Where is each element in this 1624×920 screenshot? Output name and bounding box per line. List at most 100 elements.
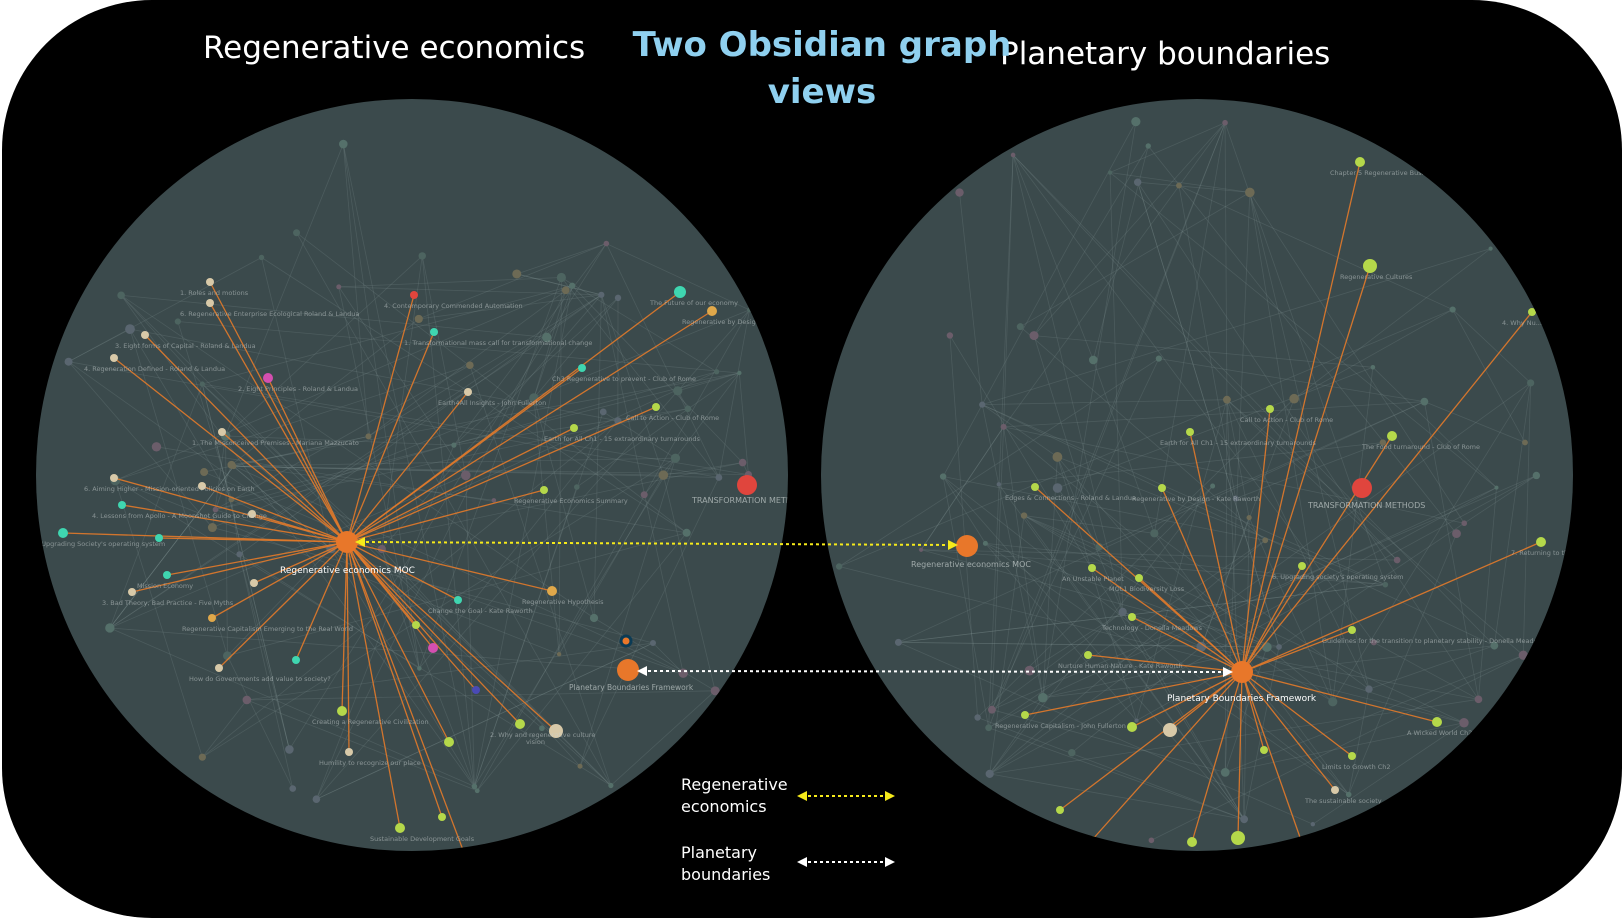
graph-node[interactable] <box>212 506 219 513</box>
graph-node[interactable] <box>939 473 947 480</box>
graph-node[interactable] <box>955 188 964 197</box>
linked-node[interactable] <box>128 588 136 596</box>
linked-node[interactable] <box>412 621 420 629</box>
graph-node[interactable] <box>1459 718 1469 728</box>
graph-node[interactable] <box>1068 749 1076 757</box>
linked-node[interactable] <box>163 571 171 579</box>
linked-node[interactable] <box>1158 484 1166 492</box>
graph-node[interactable] <box>1379 439 1387 446</box>
graph-node[interactable] <box>738 458 747 467</box>
graph-node[interactable] <box>1276 644 1282 650</box>
graph-node[interactable] <box>640 491 648 499</box>
linked-node[interactable] <box>1387 431 1397 441</box>
graph-node[interactable] <box>985 724 993 732</box>
linked-node[interactable] <box>198 482 206 490</box>
linked-node[interactable] <box>472 686 480 694</box>
graph-node[interactable] <box>1522 439 1528 446</box>
graph-node[interactable] <box>577 763 583 769</box>
linked-node[interactable] <box>547 586 557 596</box>
linked-node[interactable] <box>1266 405 1274 413</box>
graph-node[interactable] <box>684 405 692 413</box>
graph-node[interactable] <box>539 725 545 732</box>
graph-node[interactable] <box>289 785 297 792</box>
graph-node[interactable] <box>1029 331 1039 341</box>
left-planetary-node[interactable] <box>617 659 639 681</box>
graph-node[interactable] <box>1246 514 1252 521</box>
left-small-orange-node[interactable] <box>619 634 633 648</box>
graph-node[interactable] <box>556 652 562 657</box>
linked-node[interactable] <box>1088 564 1096 572</box>
graph-node[interactable] <box>1196 641 1207 652</box>
graph-node[interactable] <box>471 783 478 790</box>
graph-node[interactable] <box>1176 182 1182 189</box>
linked-node[interactable] <box>1084 651 1092 659</box>
linked-node[interactable] <box>1355 157 1365 167</box>
linked-node[interactable] <box>1231 831 1245 845</box>
graph-node[interactable] <box>1310 821 1316 827</box>
graph-node[interactable] <box>1328 697 1338 707</box>
graph-node[interactable] <box>207 523 217 533</box>
linked-node[interactable] <box>208 614 216 622</box>
graph-node[interactable] <box>1490 641 1499 650</box>
graph-node[interactable] <box>1010 152 1016 158</box>
graph-node[interactable] <box>589 613 599 623</box>
linked-node[interactable] <box>58 528 68 538</box>
graph-node[interactable] <box>1000 423 1007 430</box>
linked-node[interactable] <box>410 291 418 299</box>
graph-node[interactable] <box>1420 397 1429 406</box>
linked-node[interactable] <box>461 853 471 863</box>
graph-node[interactable] <box>1145 143 1151 149</box>
linked-node[interactable] <box>1298 839 1306 847</box>
graph-node[interactable] <box>1494 485 1499 490</box>
graph-node[interactable] <box>285 745 294 754</box>
graph-node[interactable] <box>894 638 902 646</box>
graph-node[interactable] <box>1232 495 1239 502</box>
graph-node[interactable] <box>715 474 723 481</box>
graph-node[interactable] <box>1020 512 1028 519</box>
left-hub-node[interactable] <box>336 531 358 553</box>
linked-node[interactable] <box>674 286 686 298</box>
graph-node[interactable] <box>542 332 552 343</box>
graph-node[interactable] <box>258 254 265 261</box>
graph-node[interactable] <box>1088 355 1098 365</box>
graph-node[interactable] <box>199 381 205 387</box>
linked-node[interactable] <box>540 486 548 494</box>
graph-node[interactable] <box>1245 187 1255 198</box>
linked-node[interactable] <box>248 510 256 518</box>
linked-node[interactable] <box>1031 483 1039 491</box>
graph-node[interactable] <box>1220 767 1230 777</box>
graph-node[interactable] <box>200 468 209 477</box>
graph-node[interactable] <box>1038 692 1048 703</box>
linked-node[interactable] <box>515 719 525 729</box>
graph-node[interactable] <box>365 433 372 440</box>
graph-node[interactable] <box>312 795 321 803</box>
graph-node[interactable] <box>1370 365 1376 370</box>
graph-node[interactable] <box>678 668 688 678</box>
graph-node[interactable] <box>64 357 73 366</box>
graph-node[interactable] <box>835 563 843 570</box>
graph-node[interactable] <box>1131 117 1141 127</box>
graph-node[interactable] <box>174 318 181 325</box>
graph-node[interactable] <box>603 240 610 247</box>
linked-node[interactable] <box>1186 428 1194 436</box>
graph-node[interactable] <box>1393 556 1401 564</box>
graph-node[interactable] <box>1222 119 1228 126</box>
graph-node[interactable] <box>974 714 981 721</box>
linked-node[interactable] <box>395 823 405 833</box>
graph-node[interactable] <box>985 769 994 778</box>
graph-node[interactable] <box>658 470 669 480</box>
linked-node[interactable] <box>1135 574 1143 582</box>
graph-node[interactable] <box>979 401 986 408</box>
graph-node[interactable] <box>614 294 622 302</box>
linked-node[interactable] <box>1363 259 1377 273</box>
linked-node[interactable] <box>141 331 149 339</box>
graph-node[interactable] <box>1052 483 1063 493</box>
graph-node[interactable] <box>1518 650 1528 660</box>
graph-node[interactable] <box>1155 355 1162 362</box>
graph-node[interactable] <box>236 551 243 558</box>
right-regen-node[interactable] <box>956 535 978 557</box>
graph-node[interactable] <box>1527 379 1535 387</box>
linked-node[interactable] <box>430 328 438 336</box>
graph-node[interactable] <box>737 370 742 376</box>
graph-node[interactable] <box>714 369 720 375</box>
